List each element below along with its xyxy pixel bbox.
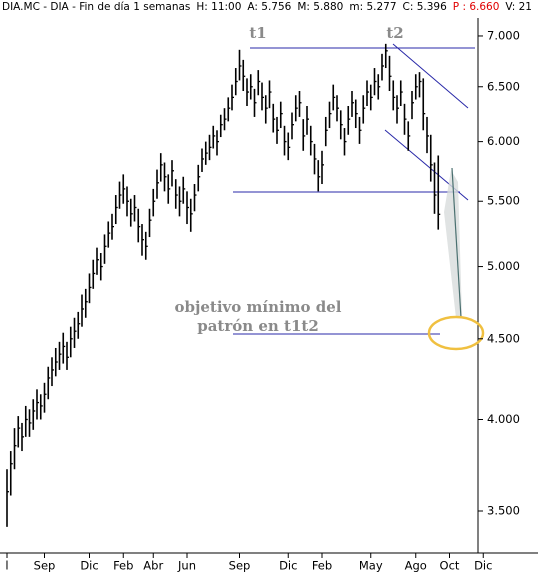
target-ellipse	[427, 315, 485, 351]
annotation: objetivo mínimo del	[174, 298, 341, 316]
x-tick-label: l	[5, 559, 8, 572]
x-tick-label: Abr	[143, 559, 163, 572]
y-tick-label: 4.000	[487, 412, 520, 426]
x-tick-label: Ago	[405, 559, 427, 572]
y-tick-label: 7.000	[487, 28, 520, 42]
quote: M: 5.880	[297, 1, 344, 13]
x-tick-label: Dic	[474, 559, 492, 572]
annotation: patrón en t1t2	[197, 317, 319, 335]
y-tick-label: 6.500	[487, 79, 520, 93]
quote: C: 5.396	[402, 1, 447, 13]
y-tick-label: 3.500	[487, 504, 520, 518]
y-tick-label: 4.500	[487, 331, 520, 345]
quote: m: 5.277	[349, 1, 397, 13]
annotation: t1	[249, 24, 266, 42]
projection-arrow	[444, 170, 462, 318]
y-tick-label: 6.000	[487, 134, 520, 148]
x-tick-label: Dic	[80, 559, 98, 572]
quote: P : 6.660	[452, 1, 500, 13]
x-tick-label: Sep	[229, 559, 251, 572]
quote: A: 5.756	[247, 1, 292, 13]
x-tick-label: Feb	[312, 559, 332, 572]
header: DIA.MC - DIA - Fin de día 1 semanas H: 1…	[2, 1, 532, 13]
quote: V: 21	[505, 1, 532, 13]
x-tick-label: Dic	[279, 559, 297, 572]
x-tick-label: May	[359, 559, 383, 572]
y-tick-label: 5.000	[487, 259, 520, 273]
title: DIA.MC - DIA - Fin de día 1 semanas	[2, 1, 191, 13]
channel-top	[392, 43, 469, 109]
x-tick-label: Oct	[440, 559, 460, 572]
x-tick-label: Sep	[34, 559, 56, 572]
projection-line	[451, 167, 462, 319]
y-tick-label: 5.500	[487, 194, 520, 208]
annotation: t2	[386, 24, 403, 42]
quote: H: 11:00	[196, 1, 242, 13]
x-tick-label: Jun	[177, 559, 196, 572]
x-tick-label: Feb	[113, 559, 133, 572]
